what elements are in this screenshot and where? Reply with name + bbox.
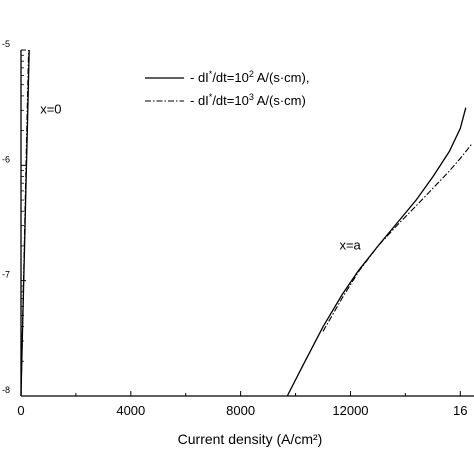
- x-tick-label: 16: [453, 403, 467, 418]
- series-line-xa-dash-dot: [322, 144, 472, 332]
- x-axis-label: Current density (A/cm²): [178, 431, 323, 447]
- series-line-xa-solid: [286, 107, 467, 397]
- y-tick-label: -6: [2, 154, 10, 164]
- series-group: [20, 49, 472, 397]
- annotation-x0: x=0: [40, 101, 61, 116]
- legend-label-dashdot: - dI*/dt=103 A/(s·cm): [190, 92, 306, 108]
- y-tick-label: -8: [2, 385, 10, 395]
- x-tick-label: 0: [17, 403, 24, 418]
- legend: - dI*/dt=102 A/(s·cm), - dI*/dt=103 A/(s…: [145, 69, 309, 108]
- annotations: x=0 x=a: [40, 101, 361, 252]
- y-tick-label: -5: [2, 39, 10, 49]
- legend-label-solid: - dI*/dt=102 A/(s·cm),: [190, 69, 309, 85]
- x-tick-label: 12000: [332, 403, 368, 418]
- x-tick-label: 4000: [116, 403, 145, 418]
- x-tick-label: 8000: [226, 403, 255, 418]
- series-line-x0-dash-dot: [20, 49, 30, 397]
- tick-labels: 0 4000 8000 12000 16 -8 -7 -6 -5: [2, 39, 468, 418]
- y-tick-label: -7: [2, 270, 10, 280]
- annotation-xa: x=a: [339, 238, 361, 253]
